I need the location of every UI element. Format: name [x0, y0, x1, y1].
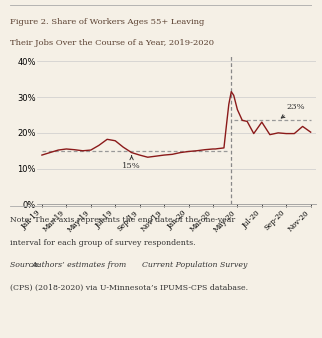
Text: Note: The x-axis represents the end date of the one-year: Note: The x-axis represents the end date…	[10, 216, 235, 224]
Text: Source:: Source:	[10, 261, 43, 269]
Text: interval for each group of survey respondents.: interval for each group of survey respon…	[10, 239, 195, 247]
Text: Figure 2. Share of Workers Ages 55+ Leaving: Figure 2. Share of Workers Ages 55+ Leav…	[10, 18, 204, 26]
Text: (CPS) (2018-2020) via U-Minnesota’s IPUMS-CPS database.: (CPS) (2018-2020) via U-Minnesota’s IPUM…	[10, 284, 248, 292]
Text: Their Jobs Over the Course of a Year, 2019-2020: Their Jobs Over the Course of a Year, 20…	[10, 39, 214, 47]
Text: 23%: 23%	[281, 103, 305, 118]
Text: Current Population Survey: Current Population Survey	[142, 261, 247, 269]
Text: 15%: 15%	[122, 156, 141, 170]
Text: Authors’ estimates from: Authors’ estimates from	[32, 261, 129, 269]
